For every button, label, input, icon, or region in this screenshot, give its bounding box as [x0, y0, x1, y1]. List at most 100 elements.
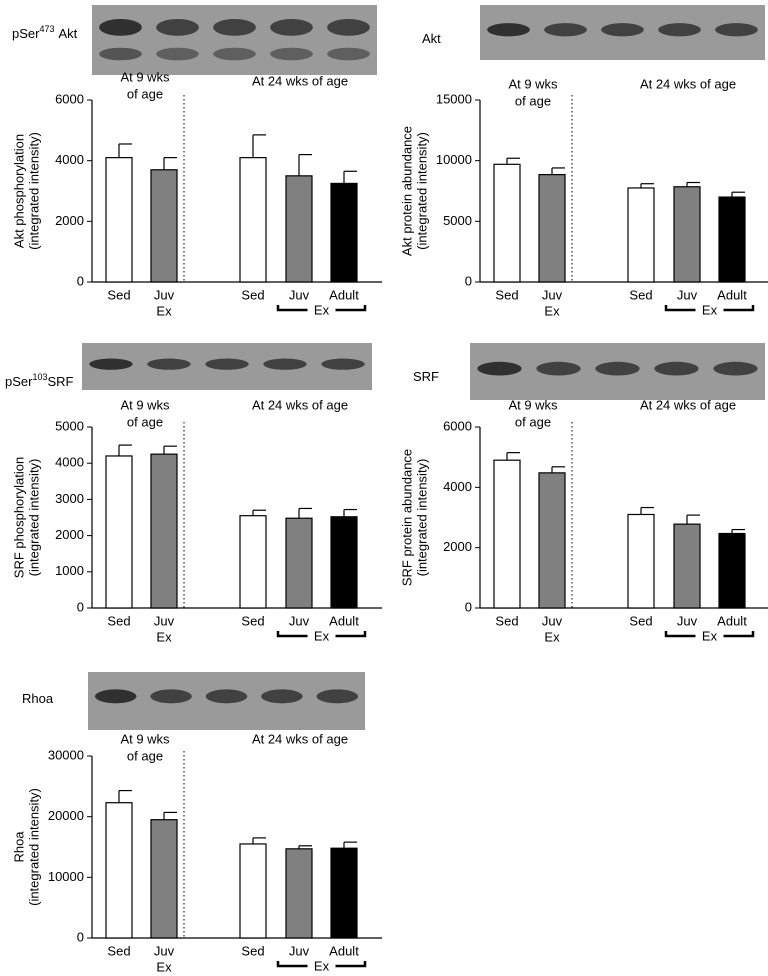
blot-band [263, 358, 307, 370]
blot-band [89, 358, 133, 370]
y-tick-label: 3000 [55, 491, 84, 506]
ex-bracket [664, 631, 755, 638]
y-tick-label: 10000 [48, 869, 84, 884]
x-tick-label: Juv [289, 287, 310, 302]
blot-band [99, 47, 142, 61]
group-label: of age [515, 93, 551, 108]
y-tick-label: 2000 [443, 539, 472, 554]
blot-band [261, 689, 303, 704]
bar [105, 157, 133, 283]
y-axis-label: SRF protein abundance [399, 449, 414, 586]
x-tick-label: Sed [107, 943, 130, 958]
blot-band [99, 19, 142, 36]
ex-bracket [276, 305, 367, 312]
x-tick-label: Sed [107, 613, 130, 628]
y-tick-label: 0 [77, 273, 84, 288]
y-tick-label: 0 [77, 929, 84, 944]
group-label: At 24 wks of age [252, 731, 348, 746]
blot-band [321, 358, 365, 370]
blot-band [601, 23, 644, 37]
bar [718, 196, 746, 283]
blot-band [213, 47, 256, 61]
x-tick-label: Adult [717, 613, 747, 628]
x-tick-label: Sed [629, 287, 652, 302]
blot-band [205, 689, 248, 704]
y-tick-label: 0 [465, 273, 472, 288]
y-axis-label: Akt protein abundance [399, 126, 414, 256]
bar [105, 455, 133, 609]
bar [150, 169, 178, 283]
y-axis-label: (integrated intensity) [26, 788, 41, 906]
y-axis-label: Rhoa [11, 831, 26, 863]
group-label: of age [127, 748, 163, 763]
blot-label-part: pSer [12, 26, 40, 41]
bar [150, 453, 178, 609]
y-tick-label: 5000 [55, 418, 84, 433]
ex-label: Ex [314, 302, 330, 317]
group-label: At 9 wks [508, 76, 558, 91]
blot-label: pSer473 Akt [12, 24, 78, 41]
blot-label-part: 473 [39, 24, 54, 34]
blot-band [715, 23, 758, 37]
y-tick-label: 10000 [436, 152, 472, 167]
blot-band [658, 23, 701, 37]
blot-image [92, 5, 377, 75]
y-tick-label: 15000 [436, 91, 472, 106]
blot-band [654, 361, 699, 376]
blot-band [270, 19, 313, 36]
x-tick-label: Sed [241, 613, 264, 628]
bar [538, 174, 566, 283]
y-tick-label: 20000 [48, 808, 84, 823]
y-tick-label: 0 [465, 599, 472, 614]
blot-label: SRF [413, 369, 439, 384]
x-tick-label: Juv [154, 943, 175, 958]
bar [493, 459, 521, 609]
ex-label: Ex [156, 959, 172, 974]
blot-band [205, 358, 249, 370]
y-tick-label: 30000 [48, 747, 84, 762]
y-tick-label: 2000 [55, 527, 84, 542]
blot-label-part: Rhoa [22, 691, 54, 706]
x-tick-label: Juv [289, 943, 310, 958]
blot-band [536, 361, 581, 376]
group-label: of age [127, 86, 163, 101]
bar [239, 843, 267, 939]
y-tick-label: 6000 [55, 91, 84, 106]
x-tick-label: Adult [329, 613, 359, 628]
bar [150, 819, 178, 939]
y-tick-label: 6000 [443, 418, 472, 433]
ex-label: Ex [702, 302, 718, 317]
bar [330, 182, 358, 283]
x-tick-label: Adult [717, 287, 747, 302]
bar [239, 157, 267, 283]
x-tick-label: Juv [154, 613, 175, 628]
blot-band [713, 361, 758, 376]
group-label: At 24 wks of age [640, 397, 736, 412]
ex-label: Ex [314, 958, 330, 973]
bar [105, 802, 133, 939]
blot-band [156, 47, 199, 61]
y-axis-label: (integrated intensity) [26, 459, 41, 577]
group-label: At 9 wks [508, 397, 558, 412]
y-axis-label: (integrated intensity) [414, 459, 429, 577]
x-tick-label: Juv [677, 287, 698, 302]
bar [718, 532, 746, 609]
y-tick-label: 1000 [55, 563, 84, 578]
x-tick-label: Sed [495, 613, 518, 628]
x-tick-label: Juv [289, 613, 310, 628]
y-axis-label: (integrated intensity) [414, 132, 429, 250]
blot-band [147, 358, 191, 370]
ex-label: Ex [156, 303, 172, 318]
y-axis-label: (integrated intensity) [26, 132, 41, 250]
x-tick-label: Sed [107, 287, 130, 302]
blot-label-part: pSer [5, 374, 33, 389]
ex-label: Ex [156, 629, 172, 644]
x-tick-label: Sed [629, 613, 652, 628]
group-label: of age [515, 414, 551, 429]
blot-label-part: SRF [48, 374, 74, 389]
blot-band [270, 47, 313, 61]
x-tick-label: Sed [495, 287, 518, 302]
bar [538, 472, 566, 609]
blot-band [213, 19, 256, 36]
x-tick-label: Adult [329, 943, 359, 958]
